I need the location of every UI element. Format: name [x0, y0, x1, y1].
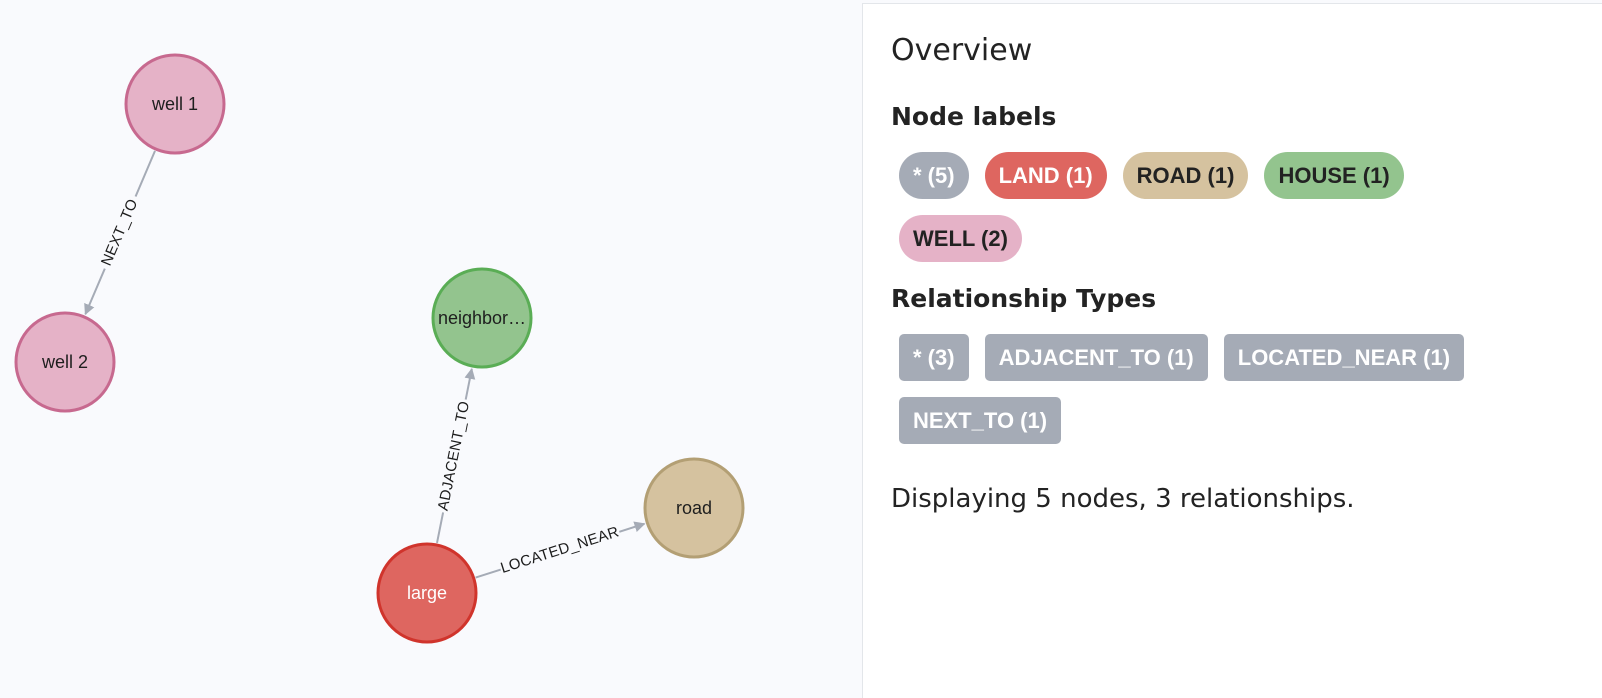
- node-label: neighbor…: [438, 308, 526, 328]
- node-circle[interactable]: [643, 457, 745, 559]
- relationship-type-chip[interactable]: * (3): [899, 334, 969, 381]
- relationship-type-chip[interactable]: NEXT_TO (1): [899, 397, 1062, 444]
- relationship-label: NEXT_TO: [98, 196, 141, 268]
- graph-canvas[interactable]: NEXT_TO ADJACENT_TO LOCATED_NEAR well 1 well…: [0, 0, 862, 698]
- relationship-arrow[interactable]: [618, 521, 646, 533]
- relationship-type-chip[interactable]: ADJACENT_TO (1): [984, 334, 1208, 381]
- node-large[interactable]: large: [376, 542, 478, 644]
- relationship-arrow[interactable]: [84, 268, 106, 316]
- overview-panel: Overview Node labels * (5) LAND (1) ROAD (…: [862, 3, 1602, 698]
- node-circle[interactable]: [376, 542, 478, 644]
- node-circle[interactable]: [14, 311, 116, 413]
- relationship-type-chips: * (3) ADJACENT_TO (1) LOCATED_NEAR (1) NEXT…: [891, 334, 1539, 444]
- node-label: large: [407, 583, 447, 603]
- node-label-chip[interactable]: ROAD (1): [1122, 152, 1249, 199]
- node-label-chip[interactable]: HOUSE (1): [1264, 152, 1404, 199]
- node-label-chip[interactable]: WELL (2): [899, 215, 1022, 262]
- relationship-located-near[interactable]: LOCATED_NEAR: [475, 521, 646, 579]
- display-status: Displaying 5 nodes, 3 relationships.: [891, 484, 1355, 514]
- node-circle[interactable]: [124, 53, 226, 155]
- relationship-line[interactable]: [134, 150, 156, 197]
- node-circle[interactable]: [431, 267, 533, 369]
- relationship-label: LOCATED_NEAR: [499, 523, 622, 577]
- relationship-line[interactable]: [475, 568, 502, 579]
- node-label: well 1: [151, 94, 198, 114]
- node-labels-title: Node labels: [891, 102, 1057, 131]
- node-label-chip[interactable]: * (5): [899, 152, 969, 199]
- node-road[interactable]: road: [643, 457, 745, 559]
- overview-title: Overview: [891, 33, 1033, 68]
- node-neighbor[interactable]: neighbor…: [431, 267, 533, 369]
- relationship-label: ADJACENT_TO: [435, 400, 474, 513]
- node-well1[interactable]: well 1: [124, 53, 226, 155]
- relationship-types-title: Relationship Types: [891, 284, 1157, 313]
- relationship-arrow[interactable]: [464, 367, 476, 400]
- node-well2[interactable]: well 2: [14, 311, 116, 413]
- relationship-adjacent-to[interactable]: ADJACENT_TO: [435, 367, 476, 544]
- node-label-chips: * (5) LAND (1) ROAD (1) HOUSE (1) WELL (2): [891, 152, 1539, 262]
- node-label-chip[interactable]: LAND (1): [984, 152, 1107, 199]
- node-label: road: [676, 498, 712, 518]
- relationship-next-to[interactable]: NEXT_TO: [84, 150, 156, 316]
- relationship-type-chip[interactable]: LOCATED_NEAR (1): [1223, 334, 1465, 381]
- node-label: well 2: [41, 352, 88, 372]
- relationship-line[interactable]: [436, 512, 445, 544]
- graph-svg[interactable]: NEXT_TO ADJACENT_TO LOCATED_NEAR well 1 well…: [0, 0, 862, 698]
